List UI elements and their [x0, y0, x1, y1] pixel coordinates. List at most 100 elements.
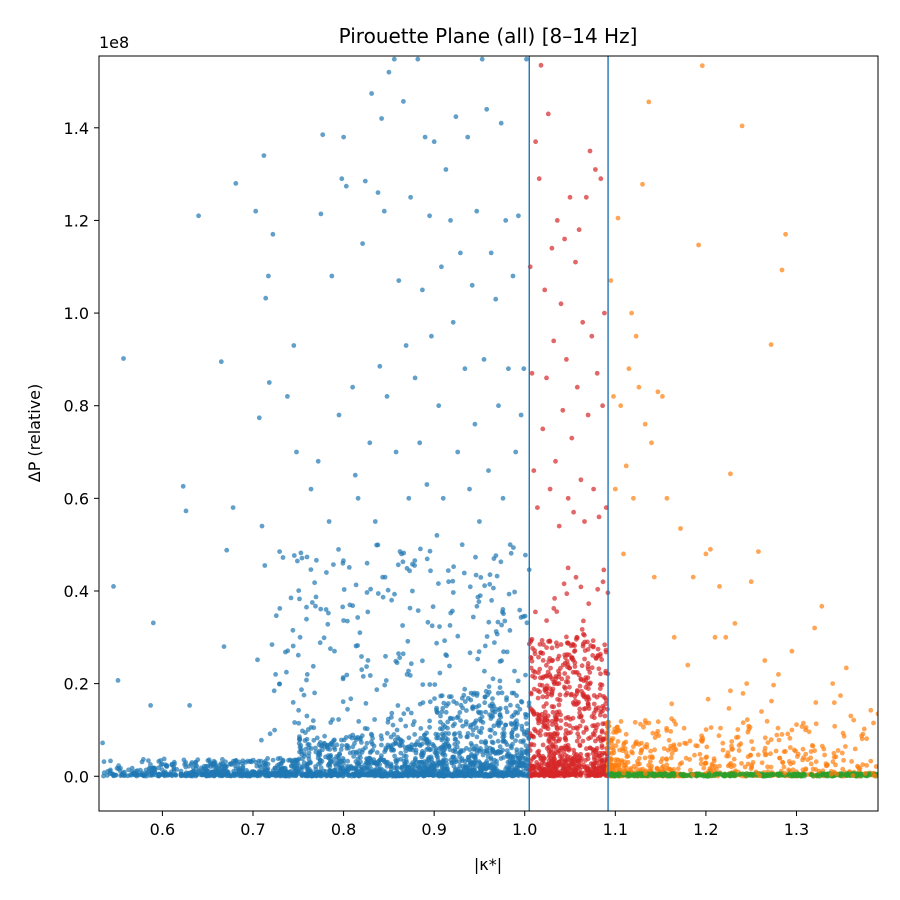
data-point [376, 767, 382, 772]
data-point [484, 758, 490, 764]
data-point [332, 648, 337, 654]
data-point [843, 773, 849, 778]
data-point [393, 658, 399, 664]
data-point [868, 758, 874, 764]
data-point [336, 758, 341, 764]
data-point [286, 757, 291, 763]
data-point [687, 757, 692, 762]
data-point [808, 772, 814, 778]
data-point [577, 763, 582, 768]
data-point [664, 762, 670, 768]
data-point [171, 759, 177, 765]
data-point [434, 640, 439, 646]
data-point [415, 739, 420, 745]
data-point [626, 366, 632, 372]
data-point [591, 701, 597, 707]
data-point [720, 747, 726, 753]
data-point [747, 724, 753, 730]
data-point [228, 761, 234, 766]
data-point [659, 772, 665, 778]
data-point [429, 333, 434, 339]
data-point [810, 766, 816, 772]
data-point [420, 682, 426, 687]
data-point [553, 715, 559, 721]
data-point [217, 762, 223, 768]
data-point [581, 618, 586, 624]
data-point [864, 736, 870, 742]
data-point [623, 762, 628, 768]
data-point [417, 701, 423, 707]
data-point [304, 554, 310, 560]
data-point [395, 703, 401, 708]
data-point [440, 705, 446, 711]
data-point [562, 671, 568, 676]
data-point [764, 718, 770, 724]
data-point [183, 770, 189, 776]
data-point [328, 753, 334, 758]
data-point [556, 681, 562, 686]
data-point [425, 619, 431, 625]
data-point [273, 613, 279, 619]
data-point [365, 609, 371, 615]
data-point [357, 752, 363, 757]
data-point [508, 743, 514, 749]
data-point [451, 773, 457, 778]
data-point [144, 773, 150, 779]
data-point [593, 738, 598, 744]
data-point [787, 745, 793, 750]
data-point [330, 717, 335, 722]
data-point [588, 735, 593, 740]
data-point [530, 756, 535, 761]
data-point [336, 717, 341, 722]
data-point [223, 764, 229, 770]
data-point [717, 584, 722, 589]
data-point [608, 762, 613, 768]
data-point [394, 758, 399, 764]
data-point [835, 748, 841, 753]
data-point [428, 763, 434, 769]
data-point [101, 770, 107, 776]
data-point [564, 634, 569, 640]
data-point [389, 773, 395, 779]
data-point [515, 678, 521, 684]
data-point [467, 584, 473, 590]
data-point [551, 704, 557, 710]
data-point [379, 116, 384, 121]
data-point [417, 759, 423, 765]
data-point [457, 710, 463, 715]
data-point [540, 694, 546, 700]
data-point [374, 687, 380, 693]
data-point [536, 654, 541, 660]
data-point [571, 747, 577, 753]
data-point [332, 761, 338, 767]
data-point [353, 582, 359, 588]
data-point [584, 752, 590, 758]
data-point [299, 555, 305, 561]
data-point [685, 662, 691, 668]
data-point [447, 772, 453, 778]
data-point [478, 575, 484, 580]
data-point [489, 703, 495, 709]
data-point [590, 653, 596, 658]
data-point [511, 545, 516, 550]
data-point [597, 686, 603, 691]
data-point [233, 181, 239, 186]
data-point [389, 714, 394, 720]
data-point [304, 604, 309, 610]
data-point [573, 769, 578, 775]
data-point [490, 710, 496, 715]
data-point [578, 773, 584, 778]
data-point [563, 737, 569, 743]
data-point [805, 757, 810, 763]
data-point [603, 647, 609, 653]
data-point [326, 610, 331, 616]
data-point [319, 758, 325, 764]
data-point [557, 697, 563, 703]
data-point [450, 578, 456, 584]
data-point [477, 519, 482, 524]
data-point [263, 295, 269, 301]
data-point [372, 519, 378, 524]
data-point [462, 699, 468, 704]
data-point [421, 766, 427, 771]
data-point [578, 584, 584, 590]
